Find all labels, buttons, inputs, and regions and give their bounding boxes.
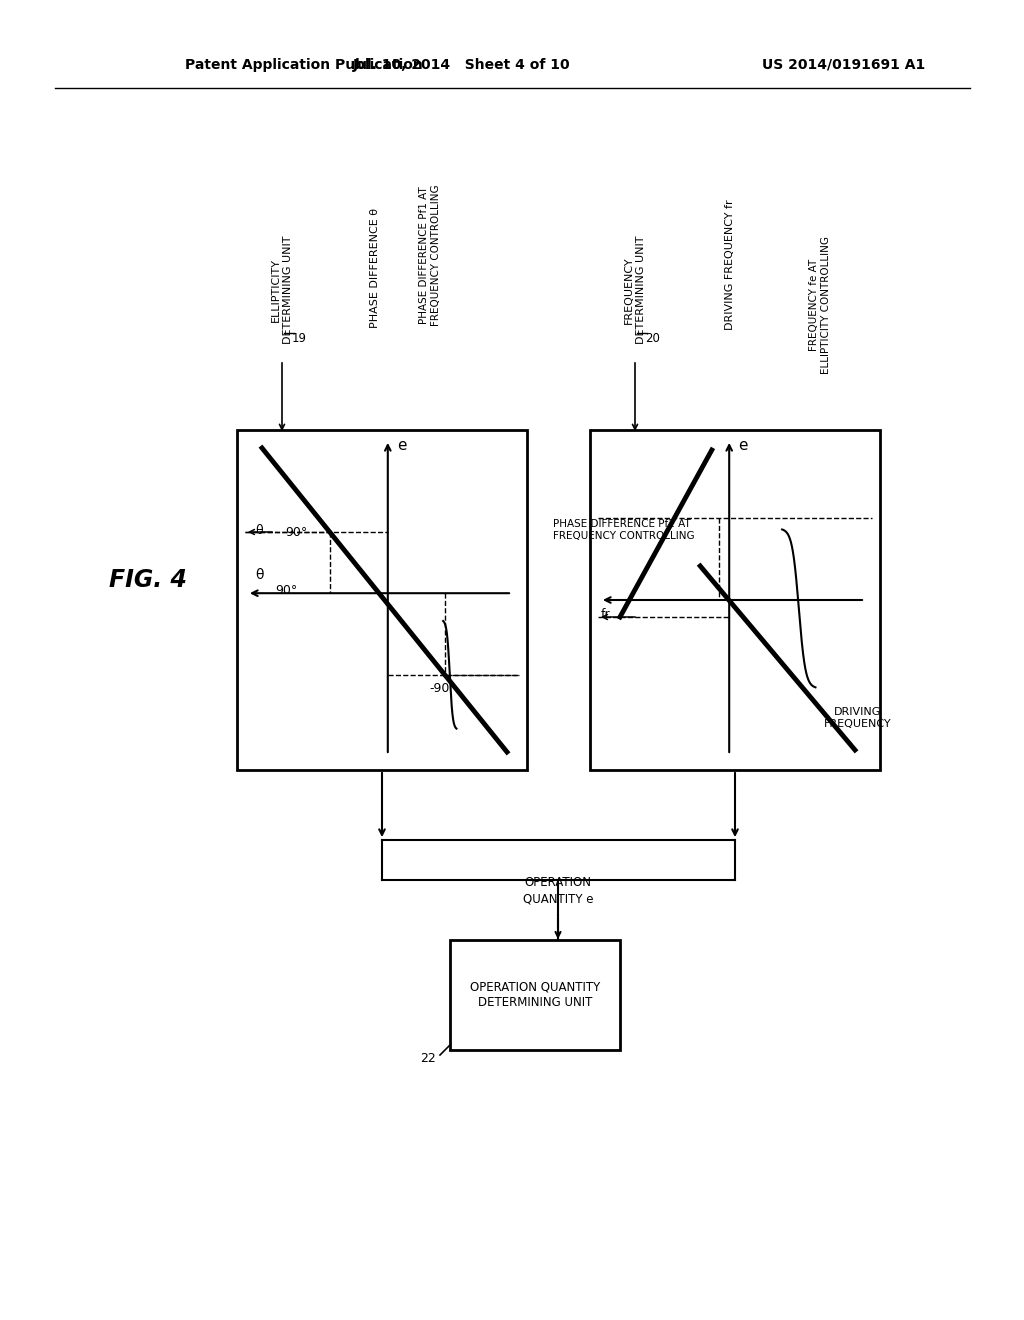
Text: 90°: 90°	[275, 583, 297, 597]
Text: 90°: 90°	[285, 525, 307, 539]
Text: 22: 22	[420, 1052, 436, 1064]
Text: PHASE DIFFERENCE Pf1 AT
FREQUENCY CONTROLLING: PHASE DIFFERENCE Pf1 AT FREQUENCY CONTRO…	[419, 185, 441, 326]
Text: OPERATION QUANTITY
DETERMINING UNIT: OPERATION QUANTITY DETERMINING UNIT	[470, 981, 600, 1010]
Text: FREQUENCY
DETERMINING UNIT: FREQUENCY DETERMINING UNIT	[624, 236, 646, 345]
Text: Patent Application Publication: Patent Application Publication	[185, 58, 423, 73]
Text: -90°: -90°	[429, 682, 456, 696]
Text: θ: θ	[255, 568, 263, 582]
Text: FIG. 4: FIG. 4	[109, 568, 187, 591]
Text: PHASE DIFFERENCE Pf2 AT
FREQUENCY CONTROLLING: PHASE DIFFERENCE Pf2 AT FREQUENCY CONTRO…	[553, 519, 694, 541]
Text: θ: θ	[255, 524, 263, 537]
Bar	[450, 940, 620, 1049]
Text: Jul. 10, 2014   Sheet 4 of 10: Jul. 10, 2014 Sheet 4 of 10	[353, 58, 570, 73]
Text: 19: 19	[292, 331, 307, 345]
Text: 20: 20	[645, 331, 659, 345]
Text: US 2014/0191691 A1: US 2014/0191691 A1	[762, 58, 926, 73]
Bar	[237, 430, 527, 770]
Text: OPERATION
QUANTITY e: OPERATION QUANTITY e	[522, 876, 593, 906]
Text: PHASE DIFFERENCE θ: PHASE DIFFERENCE θ	[370, 209, 380, 327]
Text: DRIVING
FREQUENCY: DRIVING FREQUENCY	[824, 706, 892, 729]
Text: fr: fr	[600, 609, 610, 622]
Bar	[590, 430, 880, 770]
Text: e: e	[397, 438, 407, 454]
Text: e: e	[738, 438, 748, 454]
Text: DRIVING FREQUENCY fr: DRIVING FREQUENCY fr	[725, 199, 735, 330]
Text: FREQUENCY fe AT
ELLIPTICITY CONTROLLING: FREQUENCY fe AT ELLIPTICITY CONTROLLING	[809, 236, 831, 374]
Text: ELLIPTICITY
DETERMINING UNIT: ELLIPTICITY DETERMINING UNIT	[270, 236, 293, 345]
